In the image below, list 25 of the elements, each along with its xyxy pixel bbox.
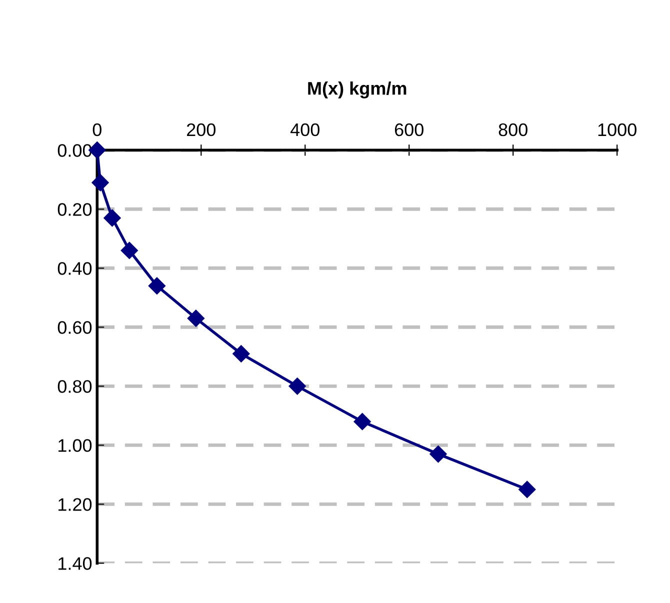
point bbox=[288, 378, 306, 395]
y-tick-label: 0.60 bbox=[58, 321, 92, 334]
y-tick-label: 1.00 bbox=[58, 439, 92, 452]
point bbox=[354, 413, 371, 430]
point bbox=[92, 174, 109, 192]
point bbox=[232, 345, 250, 362]
x-tick-label: 200 bbox=[186, 123, 216, 136]
y-tick-label: 0.80 bbox=[58, 380, 92, 393]
x-tick-label: 600 bbox=[394, 123, 424, 136]
y-tick-label: 0.20 bbox=[58, 203, 92, 216]
chart-title: M(x) kgm/m bbox=[308, 82, 406, 98]
y-tick-label: 0.40 bbox=[58, 262, 92, 275]
x-tick-label: 1000 bbox=[598, 123, 636, 136]
point bbox=[104, 209, 121, 227]
x-tick-label: 0 bbox=[92, 123, 102, 136]
y-tick-label: 0.00 bbox=[58, 144, 92, 157]
y-tick-label: 1.40 bbox=[58, 557, 92, 570]
point bbox=[148, 277, 166, 294]
y-tick-label: 1.20 bbox=[58, 498, 92, 511]
point bbox=[518, 480, 536, 498]
x-tick-label: 400 bbox=[290, 123, 320, 136]
point bbox=[187, 310, 204, 327]
x-tick-label: 800 bbox=[498, 123, 528, 136]
point bbox=[430, 445, 447, 463]
point bbox=[120, 242, 138, 260]
